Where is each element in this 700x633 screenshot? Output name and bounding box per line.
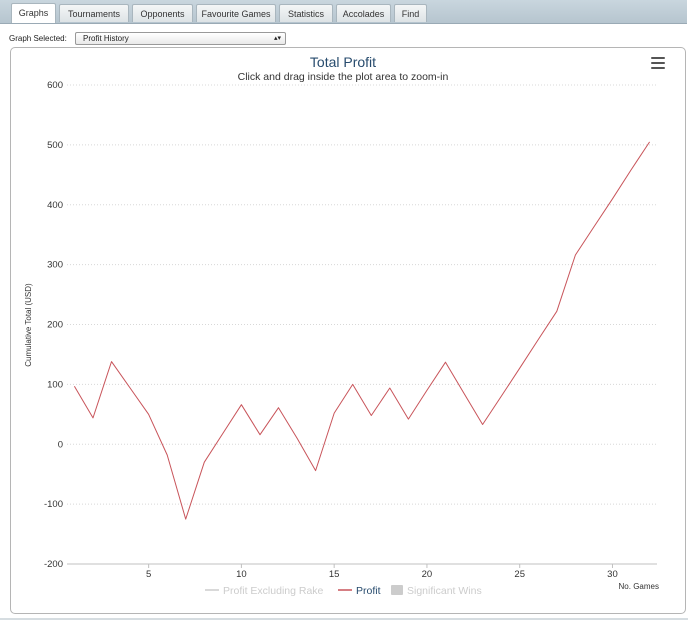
legend-label-significant-wins: Significant Wins <box>407 585 482 597</box>
y-tick-label: 0 <box>58 439 63 450</box>
x-tick-label: 20 <box>422 569 433 580</box>
data-point[interactable] <box>70 382 78 390</box>
data-point[interactable] <box>571 251 579 259</box>
x-tick-label: 15 <box>329 569 340 580</box>
data-point[interactable] <box>163 451 171 459</box>
data-point[interactable] <box>219 430 227 438</box>
data-point[interactable] <box>330 409 338 417</box>
data-point[interactable] <box>423 386 431 394</box>
data-point[interactable] <box>590 223 598 231</box>
data-point[interactable] <box>627 166 635 174</box>
x-tick-label: 25 <box>514 569 525 580</box>
tab-favourite-games[interactable]: Favourite Games <box>196 4 276 22</box>
tab-bar: Graphs Tournaments Opponents Favourite G… <box>0 0 687 24</box>
data-point[interactable] <box>145 410 153 418</box>
data-point[interactable] <box>126 384 134 392</box>
chart-legend: Profit Excluding Rake Profit Significant… <box>205 585 482 597</box>
y-axis-ticks: -200 -100 0 100 200 300 400 500 600 <box>44 80 63 570</box>
graph-select-value: Profit History <box>83 34 129 43</box>
legend-square-marker <box>391 585 403 595</box>
data-point[interactable] <box>237 401 245 409</box>
tab-statistics[interactable]: Statistics <box>279 4 333 22</box>
x-tick-label: 30 <box>607 569 618 580</box>
y-tick-label: 400 <box>47 200 63 211</box>
x-tick-label: 5 <box>146 569 151 580</box>
y-tick-label: -100 <box>44 499 63 510</box>
chart-title: Total Profit <box>310 54 376 70</box>
data-point[interactable] <box>516 364 524 372</box>
hamburger-menu-icon[interactable] <box>651 57 665 69</box>
tab-opponents[interactable]: Opponents <box>132 4 193 22</box>
select-arrows-icon: ▴▾ <box>273 35 281 42</box>
legend-label-profit: Profit <box>356 585 381 597</box>
data-point[interactable] <box>460 389 468 397</box>
page-bottom-border <box>0 618 688 620</box>
legend-label-profit-excluding-rake: Profit Excluding Rake <box>223 585 324 597</box>
chart-series <box>70 138 654 523</box>
data-point[interactable] <box>404 415 412 423</box>
y-tick-label: 600 <box>47 80 63 91</box>
data-point[interactable] <box>553 307 561 315</box>
data-point[interactable] <box>349 380 357 388</box>
data-point[interactable] <box>293 434 301 442</box>
tab-tournaments[interactable]: Tournaments <box>59 4 129 22</box>
data-point[interactable] <box>442 358 450 366</box>
legend-item-profit[interactable]: Profit <box>338 585 381 597</box>
data-point[interactable] <box>89 414 97 422</box>
chart-subtitle: Click and drag inside the plot area to z… <box>238 71 449 83</box>
graph-select-dropdown[interactable]: Profit History ▴▾ <box>75 32 286 45</box>
series-line-profit[interactable] <box>73 141 651 520</box>
data-point[interactable] <box>497 392 505 400</box>
y-axis-label: Cumulative Total (USD) <box>24 283 33 367</box>
y-tick-label: 100 <box>47 379 63 390</box>
tab-graphs[interactable]: Graphs <box>11 3 56 23</box>
x-tick-label: 10 <box>236 569 247 580</box>
chart-container <box>10 47 686 614</box>
y-tick-label: -200 <box>44 559 63 570</box>
tab-find[interactable]: Find <box>394 4 427 22</box>
y-tick-label: 200 <box>47 320 63 331</box>
graph-selected-label: Graph Selected: <box>9 34 67 43</box>
data-point[interactable] <box>646 138 654 146</box>
data-point[interactable] <box>275 404 283 412</box>
y-tick-label: 500 <box>47 140 63 151</box>
data-point[interactable] <box>312 467 320 475</box>
data-point[interactable] <box>256 431 264 439</box>
chart-grid <box>67 84 657 505</box>
legend-item-significant-wins[interactable]: Significant Wins <box>391 585 482 597</box>
y-tick-label: 300 <box>47 260 63 271</box>
x-axis-label: No. Games <box>619 582 659 591</box>
data-point[interactable] <box>534 336 542 344</box>
data-point[interactable] <box>182 515 190 523</box>
data-point[interactable] <box>386 384 394 392</box>
tab-accolades[interactable]: Accolades <box>336 4 391 22</box>
data-point[interactable] <box>108 358 116 366</box>
data-point[interactable] <box>479 421 487 429</box>
legend-item-profit-excluding-rake[interactable]: Profit Excluding Rake <box>205 585 324 597</box>
data-point[interactable] <box>200 458 208 466</box>
data-point[interactable] <box>367 412 375 420</box>
data-point[interactable] <box>609 195 617 203</box>
x-axis-ticks: 5 10 15 20 25 30 <box>146 564 618 580</box>
